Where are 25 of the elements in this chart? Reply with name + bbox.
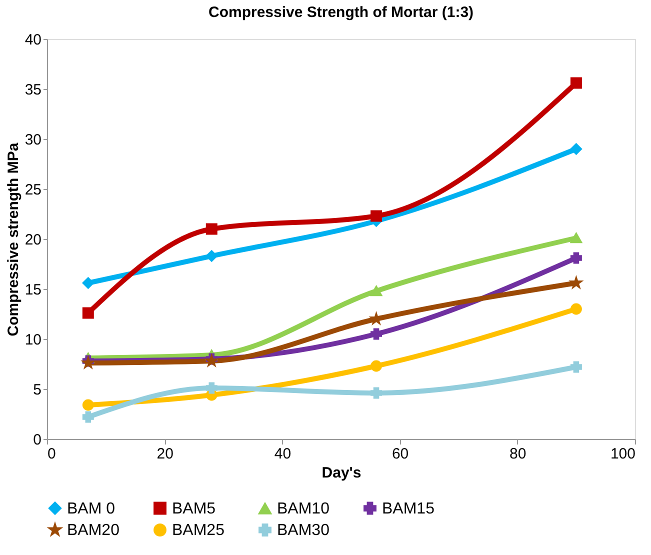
- x-axis-title: Day's: [322, 464, 362, 482]
- x-tick-label: 100: [610, 446, 636, 462]
- legend-label: BAM 0: [67, 500, 116, 518]
- y-tick-label: 10: [24, 332, 42, 348]
- y-tick-label: 35: [24, 82, 42, 98]
- x-tick-label: 0: [48, 446, 56, 462]
- x-tick-label: 40: [274, 446, 292, 462]
- y-tick-label: 25: [24, 182, 42, 198]
- chart-title: Compressive Strength of Mortar (1:3): [208, 4, 474, 21]
- y-axis-title: Compressive strength MPa: [4, 142, 22, 336]
- x-tick-label: 60: [392, 446, 409, 462]
- legend-label: BAM15: [382, 500, 435, 518]
- y-tick-label: 5: [33, 382, 42, 398]
- x-tick-label: 80: [510, 446, 526, 462]
- legend-label: BAM30: [277, 522, 330, 539]
- y-tick-label: 0: [33, 432, 42, 448]
- legend-label: BAM25: [172, 522, 225, 539]
- y-tick-label: 20: [24, 232, 42, 248]
- x-tick-label: 20: [156, 446, 174, 462]
- legend-label: BAM5: [172, 500, 216, 518]
- y-tick-label: 30: [24, 132, 42, 148]
- y-tick-label: 40: [24, 32, 42, 48]
- y-tick-label: 15: [24, 282, 42, 298]
- legend-label: BAM10: [277, 500, 330, 518]
- legend-label: BAM20: [67, 522, 120, 539]
